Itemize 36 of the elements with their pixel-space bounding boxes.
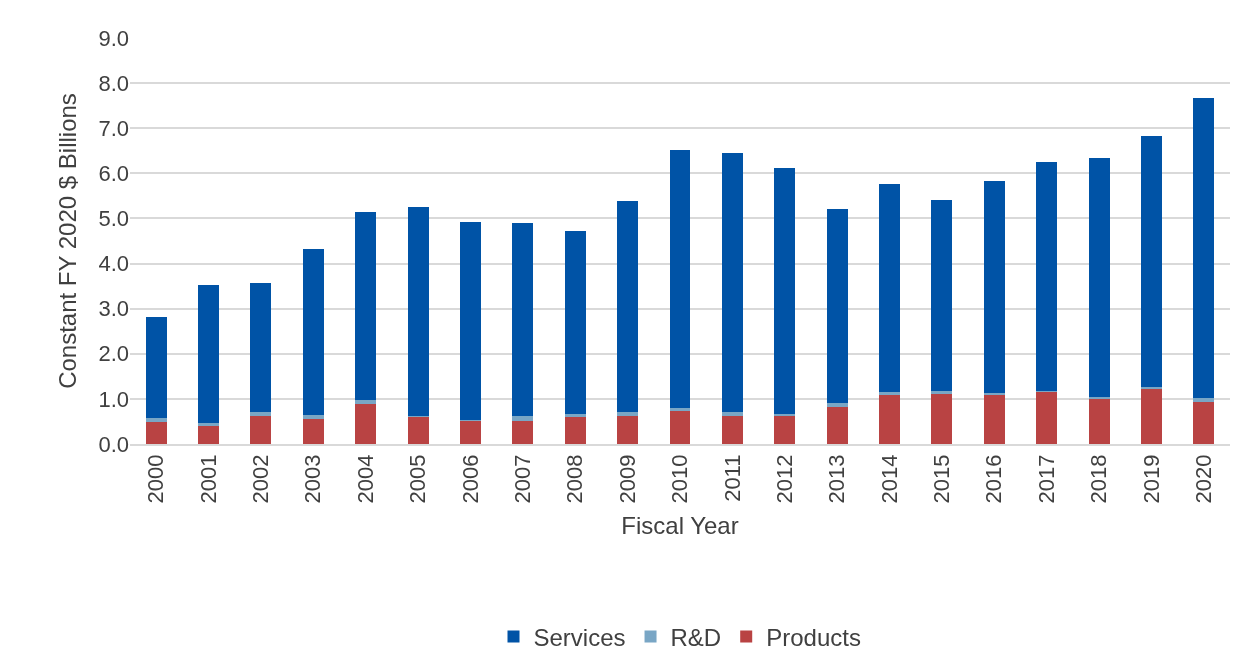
x-tick-label: 2018	[1086, 454, 1112, 504]
x-tick-label: 2013	[824, 454, 850, 504]
x-tick-label: 2010	[667, 454, 693, 504]
y-tick-label: 5.0	[98, 206, 129, 232]
x-tick-label: 2006	[457, 454, 483, 504]
y-tick-label: 0.0	[98, 431, 129, 457]
x-axis-title: Fiscal Year	[621, 512, 739, 540]
x-tick-label: 2014	[876, 454, 902, 504]
y-axis-title: Constant FY 2020 $ Billions	[53, 93, 81, 389]
x-tick-label: 2008	[562, 454, 588, 504]
y-tick-label: 3.0	[98, 296, 129, 322]
y-tick-label: 4.0	[98, 251, 129, 277]
x-tick-label: 2016	[981, 454, 1007, 504]
x-tick-label: 2019	[1138, 454, 1164, 504]
legend-label: R&D	[670, 623, 722, 651]
y-tick-label: 7.0	[98, 115, 129, 141]
x-tick-label: 2017	[1033, 454, 1059, 504]
y-tick-label: 2.0	[98, 341, 129, 367]
y-tick-label: 9.0	[98, 25, 129, 51]
x-tick-label: 2003	[300, 454, 326, 504]
x-tick-label: 2012	[771, 454, 797, 504]
x-tick-label: 2020	[1190, 454, 1216, 504]
x-tick-label: 2007	[510, 454, 536, 504]
x-tick-label: 2001	[195, 454, 221, 504]
y-tick-label: 8.0	[98, 70, 129, 96]
y-tick-label: 6.0	[98, 161, 129, 187]
x-tick-label: 2000	[143, 454, 169, 504]
x-tick-label: 2002	[248, 454, 274, 504]
x-tick-label: 2004	[352, 454, 378, 504]
legend-label: Services	[533, 623, 626, 651]
x-tick-label: 2011	[719, 454, 745, 502]
x-tick-label: 2015	[929, 454, 955, 504]
y-tick-label: 1.0	[98, 386, 129, 412]
x-tick-label: 2009	[614, 454, 640, 504]
x-tick-label: 2005	[405, 454, 431, 504]
legend-label: Products	[766, 623, 861, 651]
